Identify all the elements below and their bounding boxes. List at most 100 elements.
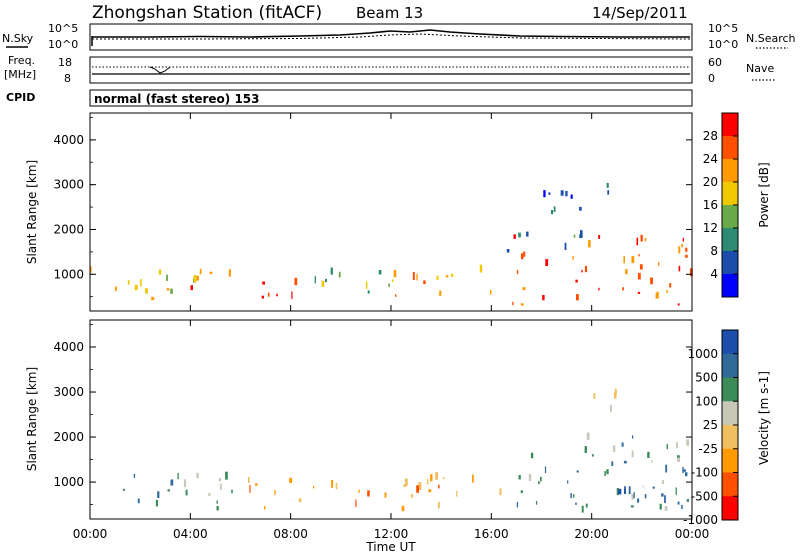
power-cell-2-0 [388, 283, 390, 287]
noise-sky-label: N.Sky [2, 32, 34, 45]
power-cell-3-1 [451, 273, 454, 277]
colorbar-tick-label: 1000 [687, 347, 718, 361]
colorbar-segment [722, 274, 738, 298]
x-tick-label: 00:00 [675, 527, 710, 541]
velocity-cell-3-5 [664, 495, 666, 503]
power-marks [90, 183, 693, 306]
power-cell-4-31 [516, 270, 519, 274]
power-cell-6-1 [606, 183, 609, 188]
velocity-cell-4-1 [593, 393, 596, 400]
y-tick-label: 2000 [53, 430, 84, 444]
power-cell-1-4 [267, 292, 270, 297]
freq-label: Freq. [8, 54, 35, 67]
velocity-cell-1-25 [367, 490, 370, 497]
velocity-cell-0-3 [183, 479, 187, 488]
velocity-cell-0-13 [157, 491, 160, 498]
power-cell-4-14 [669, 283, 672, 288]
velocity-cell-3-8 [637, 498, 640, 503]
velocity-cell-0-9 [196, 472, 199, 479]
velocity-cell-2-36 [520, 490, 523, 494]
power-cell-4-23 [622, 287, 624, 291]
velocity-cell-1-15 [355, 499, 357, 507]
power-cell-0-11 [114, 286, 117, 291]
power-cell-6-2 [570, 194, 573, 199]
power-cell-0-0 [90, 266, 92, 273]
power-cell-0-1 [170, 288, 173, 294]
beam-label: Beam 13 [356, 4, 423, 22]
velocity-cell-2-10 [570, 493, 572, 499]
colorbar-segment [722, 136, 738, 160]
velocity-cell-1-27 [249, 485, 251, 493]
power-cell-4-16 [572, 255, 574, 260]
power-cell-6-9 [548, 192, 551, 195]
power-cell-2-3 [314, 276, 316, 284]
power-cell-1-5 [291, 291, 293, 299]
velocity-cell-2-27 [642, 485, 644, 488]
velocity-cell-1-5 [499, 488, 502, 496]
velocity-cell-2-42 [666, 444, 668, 450]
power-cell-2-6 [338, 271, 341, 278]
velocity-cell-1-0 [411, 494, 413, 498]
velocity-cell-3-10 [683, 469, 686, 472]
power-cell-5-5 [518, 232, 521, 238]
velocity-cell-3-3 [677, 501, 680, 505]
power-cell-4-33 [625, 269, 628, 275]
velocity-cell-1-16 [430, 474, 433, 482]
power-cell-5-2 [526, 231, 529, 237]
power-cell-6-3 [579, 206, 582, 211]
cpid-mode: normal (fast stereo) 153 [94, 92, 260, 106]
velocity-cell-0-8 [167, 489, 170, 492]
velocity-cell-2-4 [631, 494, 635, 500]
velocity-cell-1-8 [418, 482, 422, 490]
colorbar-tick-label: 500 [695, 371, 718, 385]
velocity-cell-4-3 [609, 404, 612, 413]
colorbar-segment [722, 401, 738, 426]
x-tick-label: 04:00 [173, 527, 208, 541]
cpid-label: CPID [6, 91, 35, 104]
velocity-cell-2-1 [581, 505, 584, 513]
noise-panel: N.Sky 10^5 10^0 10^5 10^0 N.Search [2, 22, 796, 51]
velocity-cell-3-2 [682, 467, 684, 473]
velocity-cell-1-10 [331, 479, 334, 488]
velocity-cell-1-21 [384, 492, 387, 498]
velocity-cell-3-7 [628, 486, 631, 495]
velocity-cell-3-1 [644, 494, 647, 499]
power-cell-4-18 [636, 237, 639, 246]
power-cell-3-0 [490, 289, 492, 295]
velocity-cell-3-6 [624, 486, 626, 494]
time-x-axis: 00:00 04:00 08:00 12:00 16:00 20:00 00:00 [73, 527, 710, 541]
power-cell-3-8 [395, 294, 397, 297]
velocity-cell-2-7 [623, 460, 627, 464]
noise-left-tick-bottom: 10^0 [48, 38, 78, 51]
noise-search-label: N.Search [746, 32, 796, 45]
power-cell-3-10 [412, 272, 415, 280]
power-cell-6-8 [551, 210, 554, 215]
velocity-cell-3-4 [618, 488, 622, 495]
colorbar-tick-label: -1000 [683, 513, 718, 527]
power-cell-4-19 [637, 291, 641, 294]
velocity-cell-1-20 [438, 484, 440, 489]
velocity-cell-2-39 [677, 455, 680, 458]
velocity-cell-2-40 [621, 442, 624, 447]
velocity-cell-0-5 [218, 477, 222, 482]
velocity-cell-1-14 [456, 490, 458, 497]
y-tick-label: 1000 [53, 267, 84, 281]
colorbar-segment [722, 113, 738, 137]
power-cell-5-4 [564, 242, 567, 250]
power-cell-4-1 [678, 265, 681, 272]
colorbar-tick-label: 20 [703, 175, 718, 189]
y-tick-label: 3000 [53, 178, 84, 192]
velocity-cell-1-18 [264, 506, 266, 510]
x-tick-label: 00:00 [73, 527, 108, 541]
power-cell-4-5 [678, 246, 681, 254]
power-cell-4-36 [523, 251, 526, 257]
colorbar-segment [722, 159, 738, 183]
power-colorbar-label: Power [dB] [757, 162, 771, 227]
power-cell-3-4 [423, 280, 426, 285]
velocity-cell-2-20 [612, 445, 616, 452]
velocity-cell-0-1 [155, 499, 158, 507]
power-cell-4-26 [656, 291, 659, 299]
power-cell-2-4 [378, 270, 382, 275]
power-cell-0-15 [127, 280, 130, 285]
freq-left-tick-top: 18 [58, 56, 72, 69]
